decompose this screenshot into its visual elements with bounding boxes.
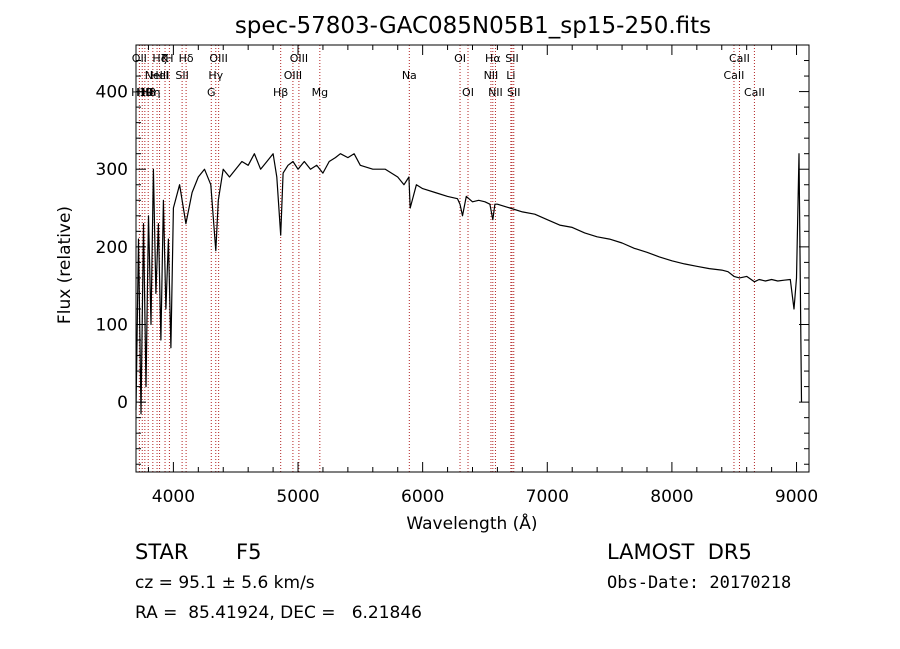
spectral-line-label: Hη (145, 86, 160, 99)
y-tick-label: 0 (117, 393, 128, 413)
spectrum-plot (135, 153, 803, 415)
spectrum-line (135, 153, 803, 415)
chart-title: spec-57803-GAC085N05B1_sp15-250.fits (235, 13, 711, 39)
class-label: STAR (135, 540, 189, 564)
spectral-line-label: Hα (485, 52, 501, 65)
spectral-line-label: SII (505, 52, 518, 65)
spectral-line-label: CaII (744, 86, 765, 99)
spectral-line-label: SII (175, 69, 188, 82)
spectral-line-label: NeIII (145, 69, 170, 82)
spectral-line-label: OIII (284, 69, 302, 82)
spectral-line-label: Mg (312, 86, 328, 99)
subclass-label: F5 (236, 540, 262, 564)
x-tick-label: 5000 (276, 487, 319, 507)
y-tick-label: 100 (96, 315, 128, 335)
y-tick-label: 200 (96, 238, 128, 258)
x-axis-label: Wavelength (Å) (406, 512, 537, 534)
x-tick-label: 6000 (401, 487, 444, 507)
x-tick-label: 4000 (152, 487, 195, 507)
x-tick-label: 9000 (775, 487, 818, 507)
spectral-line-label: NII (484, 69, 499, 82)
spectral-line-label: Hδ (179, 52, 194, 65)
y-axis-label: Flux (relative) (55, 206, 75, 324)
axes: 4000 5000 6000 7000 8000 9000 0 100 200 300 400 (96, 44, 818, 507)
spectral-line-label: H (165, 52, 173, 65)
spectral-line-labels: OIIH10H9H8HηNeIIIHζHeIKHSIIHδGHγOIIIHβOI… (131, 52, 765, 99)
spectral-line-label: H9 (137, 86, 152, 99)
spectral-line-label: NII (488, 86, 503, 99)
spectral-line-label: G (207, 86, 216, 99)
spectral-line-label: OII (132, 52, 147, 65)
spectral-line-label: Hβ (273, 86, 288, 99)
spectral-line-label: OIII (209, 52, 227, 65)
spectral-line-label: OI (454, 52, 466, 65)
survey-label: LAMOST DR5 (607, 540, 752, 564)
spectral-line-label: CaII (729, 52, 750, 65)
y-tick-label: 300 (96, 160, 128, 180)
spectral-line-label: Li (506, 69, 515, 82)
spectral-line-label: Hζ (152, 52, 166, 65)
spectral-line-label: H8 (141, 86, 156, 99)
plot-frame (135, 44, 810, 473)
spectral-line-label: H10 (131, 86, 153, 99)
spectral-line-label: CaII (724, 69, 745, 82)
spectral-line-label: OIII (290, 52, 308, 65)
spectral-line-label: Hγ (208, 69, 223, 82)
coords-text: RA = 85.41924, DEC = 6.21846 (135, 603, 422, 623)
x-tick-label: 7000 (526, 487, 569, 507)
x-tick-label: 8000 (650, 487, 693, 507)
spectral-line-label: K (161, 52, 169, 65)
spectral-line-label: SII (507, 86, 520, 99)
redshift-text: cz = 95.1 ± 5.6 km/s (135, 573, 315, 593)
spectral-line-label: Na (402, 69, 417, 82)
y-tick-label: 400 (96, 83, 128, 103)
spectral-line-label: HeI (150, 69, 168, 82)
obs-date-text: Obs-Date: 20170218 (607, 573, 792, 593)
spectral-line-label: OI (462, 86, 474, 99)
spectral-line-markers (138, 45, 755, 472)
